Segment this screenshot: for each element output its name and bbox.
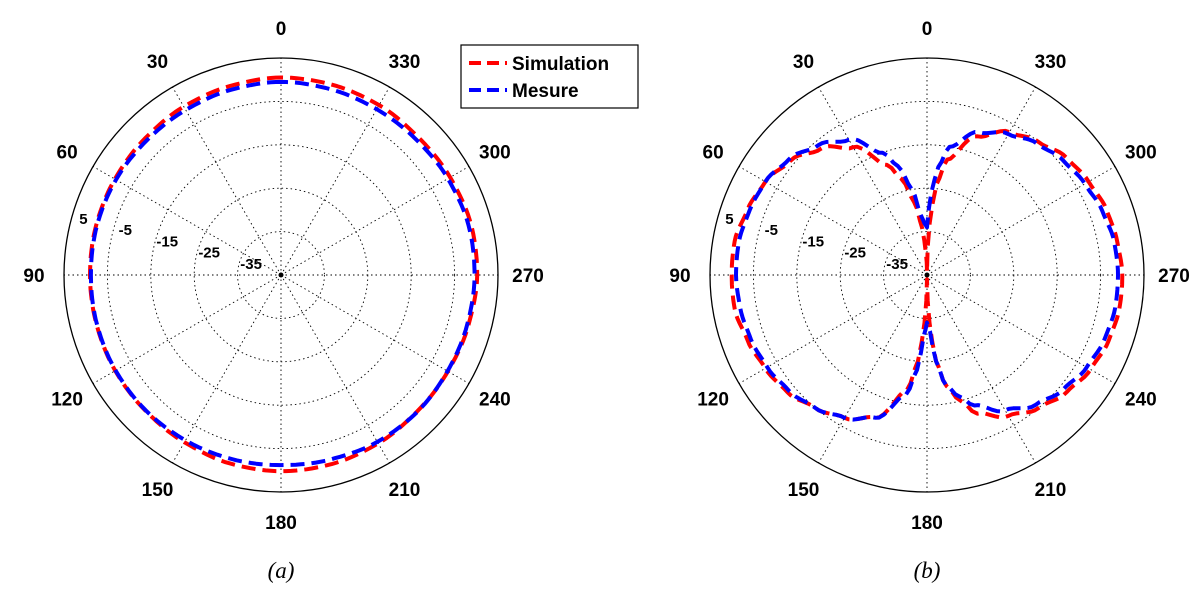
polar-frame [709, 57, 1145, 493]
angle-tick-label: 150 [142, 480, 174, 501]
grid-spoke [280, 166, 470, 276]
radial-tick-label: 5 [725, 211, 733, 228]
angle-tick-label: 240 [479, 390, 511, 411]
grid-spoke [926, 274, 1036, 464]
legend: Simulation Mesure [460, 44, 639, 109]
angle-tick-label: 90 [669, 266, 690, 287]
polar-origin [278, 272, 284, 278]
angle-tick-label: 300 [1125, 143, 1157, 164]
angle-tick-label: 270 [1158, 266, 1190, 287]
grid-spoke [92, 274, 282, 384]
angle-tick-label: 60 [57, 143, 78, 164]
angle-tick-label: 270 [512, 266, 544, 287]
series-line-simulation [729, 128, 1125, 422]
angle-tick-label: 0 [276, 19, 287, 40]
grid-spoke [172, 274, 282, 464]
series-line-simulation [88, 75, 480, 474]
legend-label: Simulation [512, 54, 609, 75]
radial-tick-label: -25 [198, 245, 220, 262]
angle-tick-label: 60 [703, 143, 724, 164]
grid-spoke [926, 166, 1116, 276]
angle-tick-label: 120 [51, 390, 83, 411]
grid-spoke [92, 166, 282, 276]
grid-circle [237, 231, 325, 319]
radial-tick-label: -15 [156, 233, 178, 250]
radial-tick-label: -25 [844, 245, 866, 262]
angle-tick-label: 330 [389, 52, 421, 73]
polar-chart-b: 0 30 60 90 120 150 180 210 240 270 300 330 5 -5 -15 -25… [669, 19, 1189, 583]
panel-caption: (b) [914, 558, 941, 583]
grid-circle [752, 100, 1102, 450]
series-line-mesure [734, 130, 1120, 422]
grid-spoke [926, 274, 1116, 384]
angle-tick-label: 0 [922, 19, 933, 40]
grid-spoke [818, 86, 928, 276]
angle-tick-label: 240 [1125, 390, 1157, 411]
grid-spoke [738, 274, 928, 384]
grid-spoke [280, 86, 390, 276]
angle-tick-label: 300 [479, 143, 511, 164]
angle-tick-label: 210 [389, 480, 421, 501]
grid-spoke [926, 86, 1036, 276]
radial-tick-label: -15 [802, 233, 824, 250]
radial-tick-label: 5 [79, 211, 87, 228]
grid-spoke [738, 166, 928, 276]
angle-tick-label: 330 [1035, 52, 1067, 73]
polar-origin [924, 272, 930, 278]
series-line-mesure [88, 79, 477, 468]
polar-frame [63, 57, 499, 493]
angle-tick-label: 180 [911, 513, 943, 534]
grid-spoke [280, 274, 470, 384]
angle-tick-label: 180 [265, 513, 297, 534]
legend-box [460, 44, 639, 109]
angle-tick-label: 30 [793, 52, 814, 73]
polar-chart-a: 0 30 60 90 120 150 180 210 240 270 300 330 5 -5 -15 -25… [23, 19, 639, 583]
grid-circle [193, 187, 369, 363]
angle-tick-label: 120 [697, 390, 729, 411]
radial-tick-label: -5 [119, 222, 132, 239]
radial-tick-label: -35 [240, 256, 262, 273]
legend-label: Mesure [512, 81, 579, 102]
angle-tick-label: 90 [23, 266, 44, 287]
angle-tick-label: 150 [788, 480, 820, 501]
panel-caption: (a) [268, 558, 295, 583]
grid-circle [839, 187, 1015, 363]
grid-circle [150, 144, 412, 406]
grid-circle [106, 100, 456, 450]
grid-spoke [818, 274, 928, 464]
grid-circle [796, 144, 1058, 406]
radial-tick-label: -5 [765, 222, 778, 239]
grid-spoke [172, 86, 282, 276]
grid-spoke [280, 274, 390, 464]
grid-circle [883, 231, 971, 319]
angle-tick-label: 30 [147, 52, 168, 73]
radial-tick-label: -35 [886, 256, 908, 273]
angle-tick-label: 210 [1035, 480, 1067, 501]
